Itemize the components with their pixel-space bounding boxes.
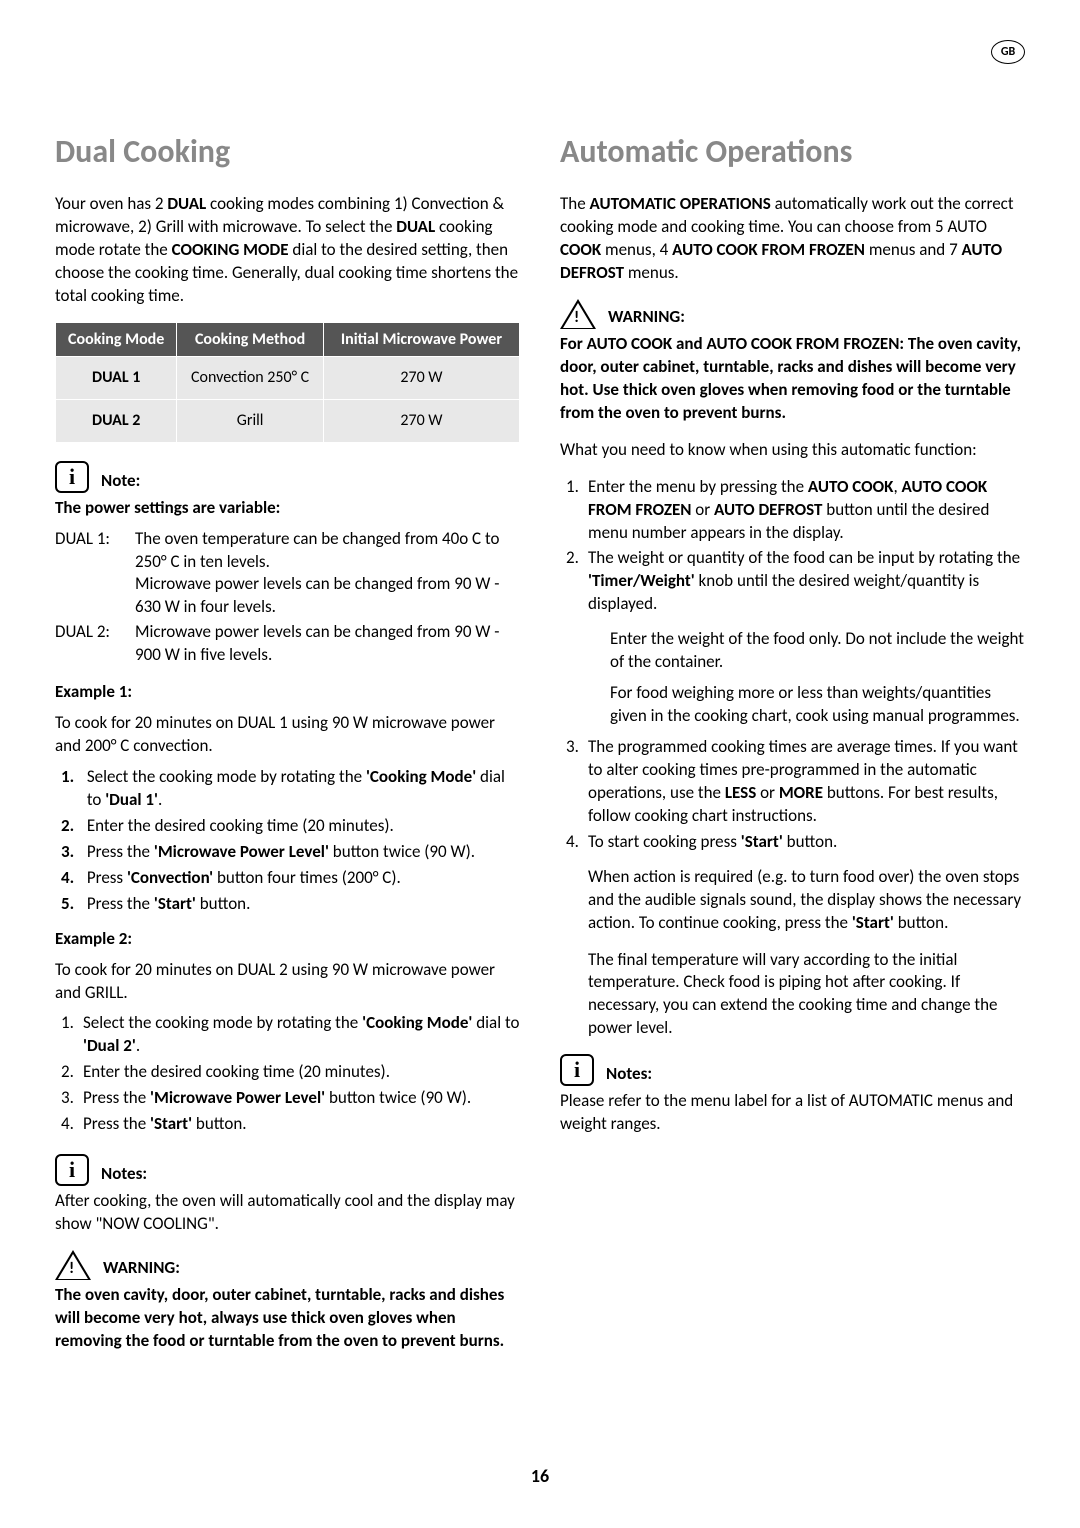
td: Grill <box>177 400 324 443</box>
info-icon: i <box>560 1054 594 1086</box>
right-heading: Automatic Operations <box>560 130 1025 173</box>
th-power: Initial Microwave Power <box>323 322 519 357</box>
warn-label: WARNING: <box>103 1257 180 1280</box>
note-heading: The power settings are variable: <box>55 497 520 520</box>
th-method: Cooking Method <box>177 322 324 357</box>
dual1-line1: The oven temperature can be changed from… <box>135 528 520 574</box>
ex2-step: 4.Press the 'Start' button. <box>55 1113 520 1136</box>
page-number: 16 <box>0 1464 1080 1488</box>
warn-text: The oven cavity, door, outer cabinet, tu… <box>55 1284 520 1353</box>
ex2-step: 3.Press the 'Microwave Power Level' butt… <box>55 1087 520 1110</box>
note-label: Note: <box>101 470 140 493</box>
warning-icon: ! <box>560 299 596 329</box>
notes-text: Please refer to the menu label for a lis… <box>560 1090 1025 1136</box>
ex2-label: Example 2: <box>55 928 520 951</box>
auto-step-1: 1.Enter the menu by pressing the AUTO CO… <box>560 476 1025 545</box>
dual-table: Cooking Mode Cooking Method Initial Micr… <box>55 322 520 443</box>
ex2-step: 2.Enter the desired cooking time (20 min… <box>55 1061 520 1084</box>
ex1-step: 2. Enter the desired cooking time (20 mi… <box>55 815 520 838</box>
ex2-intro: To cook for 20 minutes on DUAL 2 using 9… <box>55 959 520 1005</box>
ex1-step: 3. Press the 'Microwave Power Level' but… <box>55 841 520 864</box>
auto-step-4: 4.To start cooking press 'Start' button. <box>560 831 1025 854</box>
step2-sub2: For food weighing more or less than weig… <box>610 682 1025 728</box>
left-intro: Your oven has 2 DUAL cooking modes combi… <box>55 193 520 308</box>
need-know: What you need to know when using this au… <box>560 439 1025 462</box>
ex1-intro: To cook for 20 minutes on DUAL 1 using 9… <box>55 712 520 758</box>
para-action: When action is required (e.g. to turn fo… <box>588 866 1025 935</box>
region-badge: GB <box>991 40 1025 64</box>
td: 270 W <box>323 357 519 400</box>
ex1-label: Example 1: <box>55 681 520 704</box>
dual2-label: DUAL 2: <box>55 621 135 667</box>
auto-step-2: 2.The weight or quantity of the food can… <box>560 547 1025 616</box>
warning-icon: ! <box>55 1250 91 1280</box>
step2-sub1: Enter the weight of the food only. Do no… <box>610 628 1025 674</box>
info-icon: i <box>55 1154 89 1186</box>
right-column: Automatic Operations The AUTOMATIC OPERA… <box>560 130 1025 1361</box>
td: Convection 250° C <box>177 357 324 400</box>
td: DUAL 1 <box>56 357 177 400</box>
dual2-line1: Microwave power levels can be changed fr… <box>135 621 520 667</box>
warn-text: For AUTO COOK and AUTO COOK FROM FROZEN:… <box>560 333 1025 425</box>
auto-step-3: 3.The programmed cooking times are avera… <box>560 736 1025 828</box>
para-temp: The final temperature will vary accordin… <box>588 949 1025 1041</box>
content-columns: Dual Cooking Your oven has 2 DUAL cookin… <box>55 130 1025 1361</box>
ex1-step: 4. Press 'Convection' button four times … <box>55 867 520 890</box>
th-mode: Cooking Mode <box>56 322 177 357</box>
ex1-step: 5. Press the 'Start' button. <box>55 893 520 916</box>
ex1-step: 1. Select the cooking mode by rotating t… <box>55 766 520 812</box>
notes-text: After cooking, the oven will automatical… <box>55 1190 520 1236</box>
td: DUAL 2 <box>56 400 177 443</box>
left-column: Dual Cooking Your oven has 2 DUAL cookin… <box>55 130 520 1361</box>
info-icon: i <box>55 461 89 493</box>
warn-label: WARNING: <box>608 306 685 329</box>
right-intro: The AUTOMATIC OPERATIONS automatically w… <box>560 193 1025 285</box>
ex2-step: 1.Select the cooking mode by rotating th… <box>55 1012 520 1058</box>
notes-label: Notes: <box>606 1063 652 1086</box>
td: 270 W <box>323 400 519 443</box>
dual1-line2: Microwave power levels can be changed fr… <box>135 573 520 619</box>
dual1-label: DUAL 1: <box>55 528 135 620</box>
notes-label: Notes: <box>101 1163 147 1186</box>
left-heading: Dual Cooking <box>55 130 520 173</box>
